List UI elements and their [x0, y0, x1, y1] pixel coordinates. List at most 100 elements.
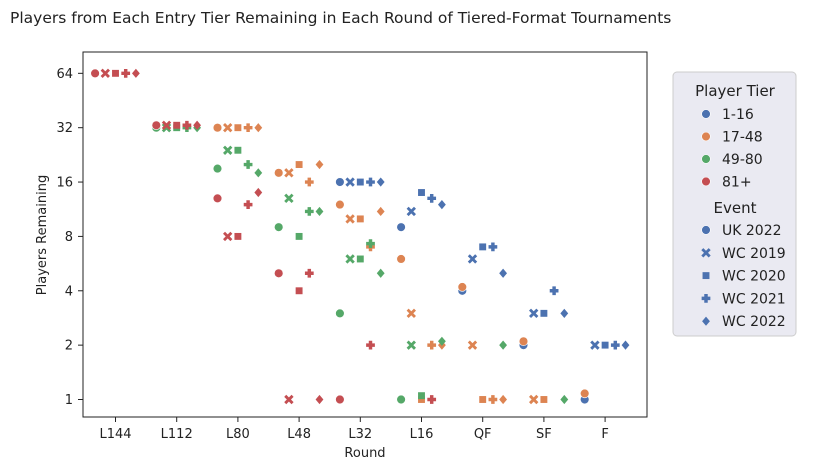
data-point — [304, 177, 314, 187]
data-point — [437, 200, 446, 210]
data-point — [356, 178, 364, 186]
data-point — [488, 242, 498, 252]
x-tick-label: L112 — [161, 427, 193, 442]
data-point — [406, 340, 416, 350]
data-point — [560, 394, 569, 405]
data-point — [304, 207, 314, 216]
legend-marker — [701, 248, 711, 258]
data-point — [243, 200, 253, 209]
data-point — [479, 243, 487, 251]
data-point — [366, 340, 375, 350]
data-point — [254, 123, 263, 133]
x-tick-label: L48 — [287, 427, 311, 442]
data-point — [295, 161, 303, 169]
data-point — [315, 206, 324, 217]
data-point — [243, 160, 253, 169]
data-point — [100, 68, 110, 79]
y-tick-label: 16 — [56, 176, 73, 191]
data-point — [427, 340, 437, 350]
data-point — [427, 193, 437, 203]
data-point — [335, 199, 345, 210]
legend-label: WC 2021 — [722, 291, 786, 307]
data-point — [335, 308, 345, 319]
series-81-wc-2019 — [100, 68, 294, 405]
data-point — [549, 286, 559, 296]
data-point — [529, 394, 539, 405]
data-point — [304, 268, 314, 278]
data-point — [212, 123, 223, 133]
series-81-wc-2022 — [131, 68, 324, 405]
data-point — [366, 177, 375, 187]
series-17-48-wc-2021 — [243, 123, 498, 404]
legend-marker — [701, 131, 711, 142]
y-tick-label: 32 — [56, 121, 73, 136]
data-point — [396, 394, 406, 405]
data-point — [621, 340, 630, 350]
x-axis-label: Round — [344, 446, 385, 461]
x-tick-label: L80 — [226, 427, 250, 442]
data-point — [601, 341, 609, 349]
data-point — [499, 340, 508, 350]
data-point — [396, 222, 406, 232]
data-point — [274, 268, 284, 278]
data-point — [223, 231, 233, 242]
legend-label: UK 2022 — [722, 223, 782, 239]
data-point — [335, 177, 345, 187]
legend-label: WC 2020 — [722, 269, 786, 285]
legend-marker — [701, 154, 711, 164]
x-tick-label: SF — [536, 427, 552, 442]
data-point — [345, 214, 355, 224]
series-1-16-wc-2022 — [376, 177, 630, 350]
data-point — [161, 123, 172, 133]
series-17-48-wc-2022 — [254, 123, 508, 405]
data-point — [284, 168, 294, 178]
data-point — [560, 308, 569, 318]
legend-label: WC 2022 — [722, 314, 786, 330]
series-1-16-wc-2019 — [345, 177, 600, 350]
data-point — [345, 177, 355, 187]
data-point — [518, 336, 529, 346]
legend-label: WC 2019 — [722, 246, 786, 262]
data-point — [376, 268, 385, 278]
data-point — [173, 121, 181, 129]
data-point — [161, 120, 172, 130]
legend-marker — [701, 294, 711, 303]
data-point — [254, 187, 263, 198]
series-17-48-wc-2019 — [223, 123, 539, 405]
y-axis-label: Players Remaining — [35, 175, 50, 295]
legend-marker — [701, 109, 711, 119]
data-point — [234, 124, 242, 132]
legend: Player Tier Event 1-16 17-48 49-80 81+ UK 20… — [672, 71, 797, 337]
data-point — [418, 396, 425, 403]
data-point — [295, 287, 303, 295]
data-point — [437, 336, 446, 346]
data-point — [212, 193, 223, 204]
y-tick-label: 2 — [65, 339, 73, 354]
series-49-80-uk-2022 — [151, 123, 406, 405]
y-tick-label: 4 — [65, 284, 73, 299]
series-1-16-wc-2020 — [356, 178, 609, 349]
data-point — [418, 189, 425, 196]
x-tick-label: L16 — [410, 427, 434, 442]
data-point — [295, 232, 303, 240]
data-point — [590, 340, 600, 350]
data-point — [467, 340, 478, 350]
data-point — [580, 388, 590, 399]
y-tick-label: 1 — [65, 393, 73, 408]
data-point — [356, 215, 364, 223]
legend-marker — [702, 316, 710, 326]
data-point — [182, 120, 192, 130]
data-point — [540, 396, 548, 403]
data-point — [274, 222, 284, 232]
data-point — [356, 255, 364, 263]
legend-label: 17-48 — [722, 130, 763, 146]
data-point — [315, 394, 324, 405]
data-point — [529, 308, 539, 319]
data-point — [335, 394, 345, 405]
data-point — [274, 168, 284, 178]
series-81-wc-2020 — [112, 69, 303, 295]
data-point — [193, 120, 202, 130]
data-point — [345, 254, 355, 264]
x-tick-label: L144 — [99, 427, 131, 442]
